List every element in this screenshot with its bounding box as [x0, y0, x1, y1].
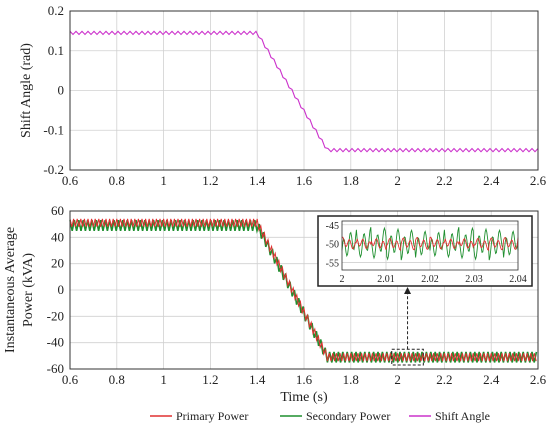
legend-label: Secondary Power	[306, 409, 390, 423]
top-xtick-label: 0.6	[62, 173, 79, 188]
top-xtick-label: 2	[394, 173, 401, 188]
top-series	[69, 30, 539, 153]
bottom-xtick-label: 1.4	[249, 372, 266, 387]
bottom-xtick-label: 2	[394, 372, 401, 387]
inset-ytick-label: -45	[326, 221, 339, 232]
top-xtick-label: 2.2	[436, 173, 452, 188]
zoom-arrowhead	[404, 287, 412, 294]
shift-angle-line	[69, 30, 539, 153]
bottom-y-axis-label-line1: Instantaneous Average	[3, 227, 18, 353]
inset-primary-power-line	[341, 236, 519, 252]
x-axis-label: Time (s)	[280, 390, 328, 405]
legend: Primary Power Secondary Power Shift Angle	[150, 409, 490, 423]
top-ytick-label: 0.1	[48, 43, 64, 58]
inset-tick-labels: 2 2.01 2.02 2.03 2.04 -45 -50 -55	[326, 221, 527, 285]
top-ytick-label: 0.2	[48, 3, 64, 18]
bottom-xtick-label: 2.2	[436, 372, 452, 387]
bottom-tick-labels: 0.6 0.8 1 1.2 1.4 1.6 1.8 2 2.2 2.4 2.6 60 40 20 0 -20 -…	[47, 203, 547, 387]
top-tick-labels: 0.6 0.8 1 1.2 1.4 1.6 1.8 2 2.2 2.4 2.6 0.2 0.1 0 -0.1…	[43, 3, 546, 188]
bottom-ytick-label: -60	[47, 361, 64, 376]
top-grid	[69, 10, 539, 171]
bottom-ytick-label: -20	[47, 308, 64, 323]
bottom-xtick-label: 2.6	[530, 372, 547, 387]
inset-xtick-label: 2.03	[465, 274, 483, 285]
bottom-ytick-label: -40	[47, 335, 64, 350]
legend-label: Primary Power	[176, 409, 248, 423]
bottom-xtick-label: 1.6	[296, 372, 313, 387]
inset-xtick-label: 2.04	[509, 274, 527, 285]
bottom-xtick-label: 1	[160, 372, 167, 387]
inset-series	[341, 226, 519, 261]
top-ytick-label: -0.1	[43, 122, 64, 137]
inset-xtick-label: 2.02	[421, 274, 439, 285]
bottom-plot-frame	[69, 210, 539, 370]
power-chart: 0.6 0.8 1 1.2 1.4 1.6 1.8 2 2.2 2.4 2.6 60 40 20 0 -20 -…	[3, 203, 547, 405]
bottom-xtick-label: 2.4	[483, 372, 500, 387]
bottom-ytick-label: 60	[51, 203, 64, 218]
bottom-xtick-label: 0.8	[109, 372, 125, 387]
bottom-series	[69, 218, 538, 363]
bottom-y-axis-label-line2: Power (kVA)	[21, 253, 36, 327]
bottom-ytick-label: 0	[58, 282, 65, 297]
secondary-power-line	[69, 220, 538, 363]
inset-ytick-label: -55	[326, 258, 339, 269]
bottom-ytick-label: 20	[51, 256, 64, 271]
top-y-axis-label: Shift Angle (rad)	[19, 43, 34, 138]
top-xtick-label: 1	[160, 173, 167, 188]
shift-angle-chart: 0.6 0.8 1 1.2 1.4 1.6 1.8 2 2.2 2.4 2.6 0.2 0.1 0 -0.1…	[19, 3, 547, 188]
top-xtick-label: 1.4	[249, 173, 266, 188]
top-xtick-label: 2.6	[530, 173, 547, 188]
bottom-ytick-label: 40	[51, 229, 64, 244]
inset-ytick-label: -50	[326, 240, 339, 251]
bottom-xtick-label: 1.2	[202, 372, 218, 387]
bottom-xtick-label: 0.6	[62, 372, 79, 387]
top-ytick-label: -0.2	[43, 162, 64, 177]
bottom-xtick-label: 1.8	[343, 372, 359, 387]
inset-plot-frame	[341, 220, 519, 271]
inset-xtick-label: 2	[340, 274, 345, 285]
top-xtick-label: 1.8	[343, 173, 359, 188]
top-xtick-label: 1.2	[202, 173, 218, 188]
inset-xtick-label: 2.01	[377, 274, 395, 285]
legend-label: Shift Angle	[435, 409, 490, 423]
inset-zoom-chart: 2 2.01 2.02 2.03 2.04 -45 -50 -55	[317, 215, 533, 287]
primary-power-line	[69, 218, 537, 362]
top-plot-frame	[69, 10, 539, 171]
top-xtick-label: 1.6	[296, 173, 313, 188]
top-ytick-label: 0	[58, 83, 65, 98]
top-xtick-label: 0.8	[109, 173, 125, 188]
top-xtick-label: 2.4	[483, 173, 500, 188]
